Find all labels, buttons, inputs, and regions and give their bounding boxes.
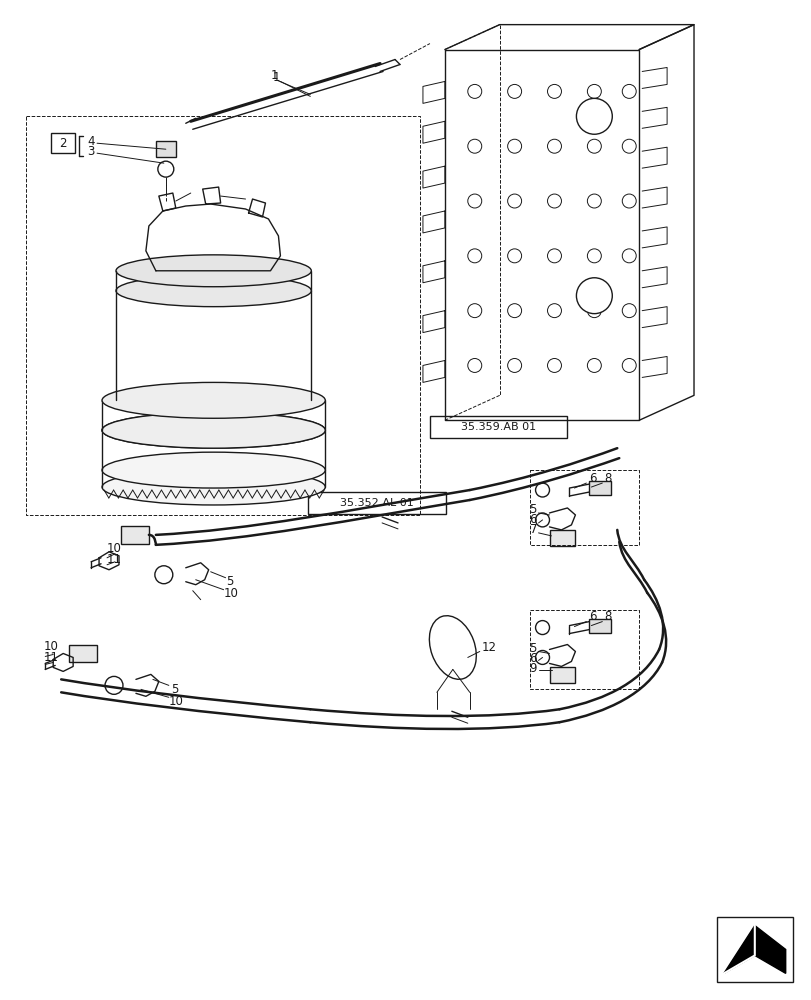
Text: 3: 3 xyxy=(87,145,94,158)
Circle shape xyxy=(467,194,481,208)
Circle shape xyxy=(621,304,636,318)
Circle shape xyxy=(586,194,601,208)
Bar xyxy=(589,481,611,495)
Circle shape xyxy=(467,249,481,263)
Bar xyxy=(589,619,611,633)
Circle shape xyxy=(282,461,294,473)
Circle shape xyxy=(547,249,560,263)
Text: 8: 8 xyxy=(603,472,611,485)
Text: 6: 6 xyxy=(589,610,596,623)
Circle shape xyxy=(147,459,158,471)
Circle shape xyxy=(161,403,171,413)
Circle shape xyxy=(208,386,218,396)
Text: 8: 8 xyxy=(603,610,611,623)
Circle shape xyxy=(255,403,266,413)
Circle shape xyxy=(467,84,481,98)
Circle shape xyxy=(467,358,481,372)
Ellipse shape xyxy=(116,275,311,307)
Circle shape xyxy=(208,404,218,414)
Text: 5: 5 xyxy=(529,642,536,655)
Text: 4: 4 xyxy=(87,135,94,148)
Circle shape xyxy=(507,194,521,208)
Circle shape xyxy=(621,139,636,153)
Text: 6: 6 xyxy=(529,513,536,526)
Bar xyxy=(308,492,445,514)
Ellipse shape xyxy=(116,255,311,287)
Text: 10: 10 xyxy=(223,587,238,600)
Text: 5: 5 xyxy=(170,683,178,696)
Text: 11: 11 xyxy=(107,553,122,566)
Ellipse shape xyxy=(102,412,325,448)
Circle shape xyxy=(586,84,601,98)
Ellipse shape xyxy=(102,382,325,418)
Text: 11: 11 xyxy=(43,651,58,664)
Text: 35.359.AB 01: 35.359.AB 01 xyxy=(461,422,535,432)
Text: 10: 10 xyxy=(107,542,122,555)
Bar xyxy=(716,917,792,982)
Circle shape xyxy=(586,358,601,372)
Circle shape xyxy=(128,464,139,476)
Circle shape xyxy=(507,139,521,153)
Circle shape xyxy=(621,84,636,98)
Bar xyxy=(156,141,175,157)
Ellipse shape xyxy=(102,412,325,448)
Text: 10: 10 xyxy=(169,695,183,708)
Circle shape xyxy=(290,391,300,401)
Circle shape xyxy=(507,358,521,372)
Circle shape xyxy=(247,457,260,469)
Text: 35.352.AL 01: 35.352.AL 01 xyxy=(340,498,414,508)
Text: 5: 5 xyxy=(529,503,536,516)
Text: 6: 6 xyxy=(589,472,596,485)
Circle shape xyxy=(621,194,636,208)
Circle shape xyxy=(255,388,266,398)
Circle shape xyxy=(621,358,636,372)
Circle shape xyxy=(114,395,124,405)
Circle shape xyxy=(290,400,300,410)
Text: 1: 1 xyxy=(270,69,277,82)
Circle shape xyxy=(547,139,560,153)
Circle shape xyxy=(194,456,205,468)
Circle shape xyxy=(576,98,611,134)
Circle shape xyxy=(547,304,560,318)
Circle shape xyxy=(282,467,294,479)
Circle shape xyxy=(507,84,521,98)
Circle shape xyxy=(127,391,136,401)
Circle shape xyxy=(586,249,601,263)
Circle shape xyxy=(194,472,205,484)
Bar xyxy=(51,133,75,153)
Circle shape xyxy=(507,304,521,318)
Ellipse shape xyxy=(102,469,325,505)
Text: 6: 6 xyxy=(529,652,536,665)
Circle shape xyxy=(467,139,481,153)
Bar xyxy=(69,645,97,662)
Circle shape xyxy=(586,139,601,153)
Circle shape xyxy=(547,84,560,98)
Text: 5: 5 xyxy=(226,575,234,588)
Polygon shape xyxy=(723,926,785,973)
Text: 9: 9 xyxy=(529,662,536,675)
Circle shape xyxy=(586,304,601,318)
Bar xyxy=(429,416,567,438)
Circle shape xyxy=(547,358,560,372)
Circle shape xyxy=(147,469,158,481)
Text: 12: 12 xyxy=(481,641,496,654)
Ellipse shape xyxy=(102,452,325,488)
Circle shape xyxy=(161,388,171,398)
Circle shape xyxy=(247,471,260,483)
Text: 1: 1 xyxy=(272,71,280,84)
Circle shape xyxy=(467,304,481,318)
Text: 10: 10 xyxy=(43,640,58,653)
Text: 2: 2 xyxy=(59,137,67,150)
Circle shape xyxy=(547,194,560,208)
Circle shape xyxy=(127,400,136,410)
Bar xyxy=(549,530,575,546)
Text: 7: 7 xyxy=(529,523,536,536)
Circle shape xyxy=(621,249,636,263)
Bar xyxy=(121,526,148,544)
Circle shape xyxy=(576,278,611,314)
Circle shape xyxy=(303,395,313,405)
Circle shape xyxy=(507,249,521,263)
Bar xyxy=(549,667,575,683)
